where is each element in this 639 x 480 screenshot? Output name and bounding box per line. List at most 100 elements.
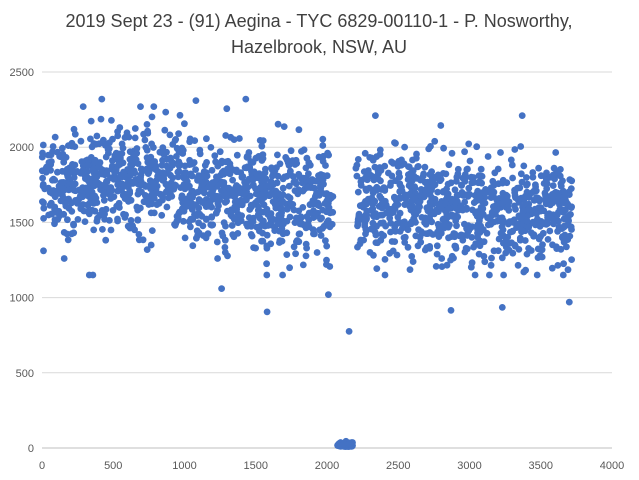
data-point (187, 223, 194, 231)
data-point (91, 173, 99, 181)
data-point (127, 196, 135, 204)
data-point (335, 441, 343, 449)
data-point (100, 190, 108, 198)
data-point (560, 260, 567, 268)
data-point (258, 176, 266, 184)
data-point (304, 184, 312, 191)
data-point (471, 271, 479, 279)
data-point (205, 199, 213, 207)
data-point (474, 187, 482, 195)
data-point (278, 237, 286, 245)
data-point (114, 132, 122, 140)
data-point (169, 141, 177, 148)
data-point (57, 153, 65, 161)
x-axis-ticks: 0 500 1000 1500 2000 2500 3000 3500 4000 (39, 460, 624, 472)
data-point (407, 178, 415, 186)
data-point (289, 201, 297, 208)
data-point (105, 145, 113, 153)
data-point (369, 173, 377, 181)
y-tick-label: 2000 (10, 142, 34, 154)
data-point (461, 171, 469, 178)
data-point (391, 193, 398, 201)
data-point (411, 183, 418, 191)
data-point (227, 206, 235, 214)
data-point (122, 211, 129, 219)
data-point (147, 185, 155, 193)
data-point (479, 205, 487, 213)
data-point (171, 221, 178, 228)
data-point (40, 204, 48, 212)
data-point (224, 169, 232, 177)
data-point (233, 205, 240, 212)
data-point (414, 163, 422, 170)
data-point (159, 169, 167, 177)
data-point (507, 228, 514, 236)
data-point (39, 141, 47, 149)
data-point (549, 182, 557, 190)
data-point (489, 177, 497, 185)
data-point (466, 191, 474, 198)
data-point (166, 186, 174, 194)
data-point (214, 162, 222, 170)
data-point (458, 182, 465, 189)
data-point (386, 250, 393, 257)
data-point (242, 95, 250, 103)
data-point (533, 271, 541, 279)
data-point (387, 182, 394, 189)
data-point (54, 148, 61, 156)
x-tick-label: 4000 (600, 460, 624, 472)
data-point (323, 256, 330, 264)
data-point (461, 148, 468, 156)
data-point (214, 174, 221, 182)
data-point (223, 105, 231, 113)
data-point (523, 217, 531, 225)
data-point (247, 231, 255, 238)
data-point (239, 173, 247, 180)
data-point (404, 226, 412, 234)
data-point (311, 193, 319, 200)
data-point (360, 216, 368, 224)
data-point (298, 148, 305, 155)
data-point (236, 135, 243, 142)
data-point (131, 125, 139, 132)
data-point (396, 228, 404, 235)
data-point (381, 256, 389, 263)
data-point (550, 220, 557, 228)
data-point (52, 208, 60, 216)
data-point (374, 175, 382, 183)
data-point (305, 216, 313, 224)
data-point (263, 231, 271, 239)
data-point (475, 193, 483, 201)
data-point (186, 135, 194, 143)
data-point (447, 307, 455, 314)
data-point (544, 236, 552, 243)
data-point (488, 189, 496, 197)
data-point (263, 205, 271, 213)
data-point (230, 233, 238, 241)
data-point (226, 163, 234, 171)
data-point (131, 134, 139, 142)
data-point (125, 177, 133, 185)
data-point (88, 206, 96, 214)
data-point (159, 156, 166, 164)
data-point (127, 217, 135, 224)
data-point (514, 184, 521, 192)
data-point (381, 271, 389, 279)
data-point (283, 205, 291, 213)
data-point (150, 180, 158, 188)
data-point (396, 195, 404, 202)
data-point (545, 210, 553, 218)
data-point (363, 200, 371, 207)
data-point (146, 161, 154, 169)
data-point (308, 178, 315, 185)
data-point (564, 266, 572, 274)
data-point (325, 291, 332, 298)
data-point (464, 232, 471, 239)
data-point (554, 198, 562, 205)
data-point (319, 135, 327, 143)
data-point (511, 192, 519, 200)
data-point (302, 252, 310, 260)
data-point (68, 180, 76, 188)
data-point (518, 112, 526, 119)
